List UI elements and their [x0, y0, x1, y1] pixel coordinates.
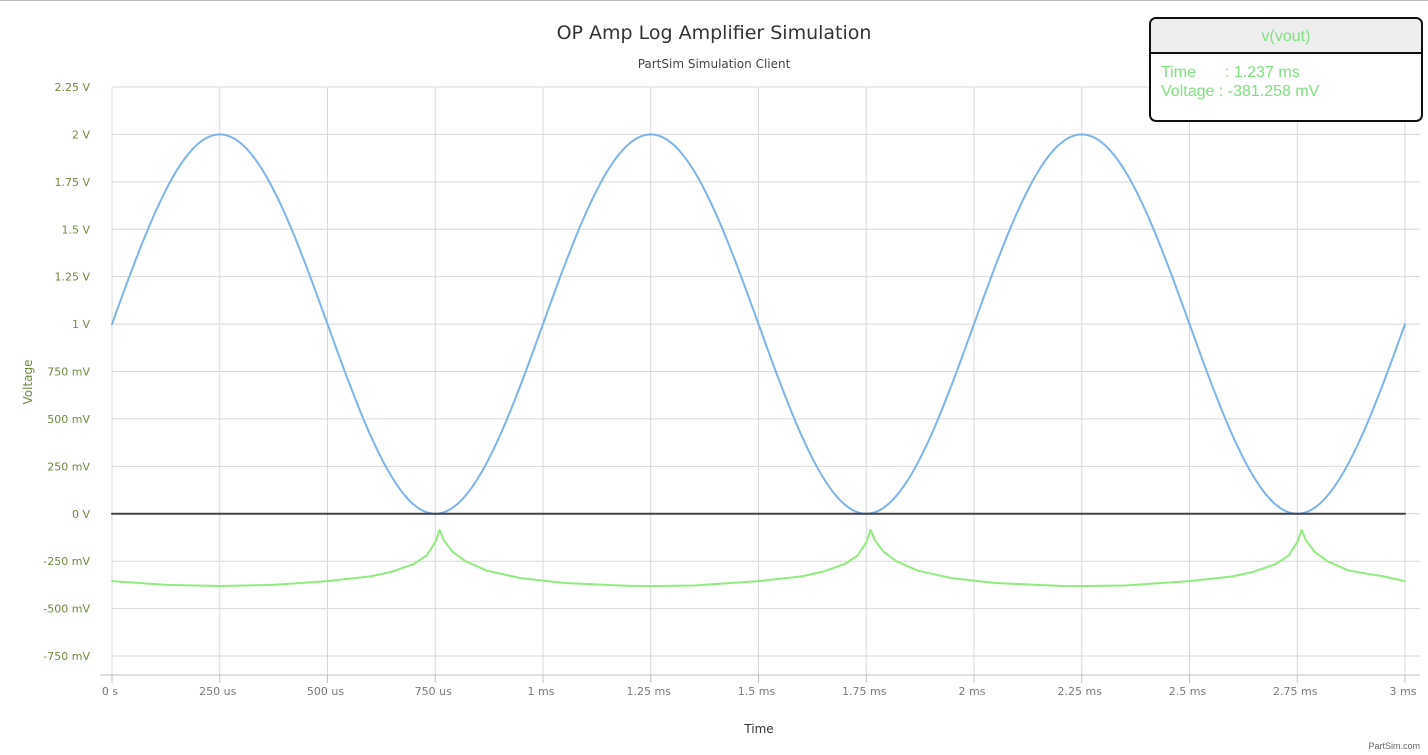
y-tick-label: -500 mV	[43, 603, 90, 616]
x-tick-label: 500 us	[307, 685, 344, 698]
tooltip-voltage-row: Voltage : -381.258 mV	[1161, 82, 1411, 101]
y-tick-label: 0 V	[72, 508, 90, 521]
x-tick-label: 2.25 ms	[1058, 685, 1103, 698]
y-tick-label: 500 mV	[47, 413, 90, 426]
y-tick-label: 750 mV	[47, 366, 90, 379]
grid-lines	[100, 86, 1420, 683]
x-tick-label: 3 ms	[1390, 685, 1417, 698]
tooltip-body: Time : 1.237 ms Voltage : -381.258 mV	[1151, 54, 1421, 110]
series-line-3	[111, 528, 1406, 587]
x-tick-label: 750 us	[415, 685, 452, 698]
credit-link[interactable]: PartSim.com	[1368, 741, 1420, 751]
y-tick-label: 2.25 V	[54, 81, 90, 94]
x-tick-label: 2 ms	[959, 685, 986, 698]
tooltip-voltage-value: : -381.258 mV	[1218, 83, 1320, 100]
x-tick-label: 1.25 ms	[627, 685, 672, 698]
y-axis-label: Voltage	[21, 359, 35, 404]
y-tick-label: 1.25 V	[54, 271, 90, 284]
x-tick-label: 250 us	[199, 685, 236, 698]
y-tick-label: -750 mV	[43, 650, 90, 663]
chart-title: OP Amp Log Amplifier Simulation	[556, 22, 872, 44]
y-tick-label: 250 mV	[47, 460, 90, 473]
x-tick-label: 1.75 ms	[842, 685, 887, 698]
series-line-1	[111, 133, 1406, 515]
x-tick-label: 2.75 ms	[1273, 685, 1318, 698]
x-tick-label: 1 ms	[528, 685, 555, 698]
tooltip-time-value: : 1.237 ms	[1225, 64, 1300, 81]
top-border	[0, 0, 1428, 1]
tooltip-time-row: Time : 1.237 ms	[1161, 63, 1411, 82]
tooltip-title: v(vout)	[1151, 19, 1421, 54]
x-tick-label: 0 s	[102, 685, 118, 698]
series-lines	[111, 133, 1406, 587]
y-tick-label: 2 V	[72, 128, 90, 141]
chart-subtitle: PartSim Simulation Client	[637, 57, 791, 71]
x-tick-label: 1.5 ms	[738, 685, 776, 698]
tooltip-voltage-label: Voltage	[1161, 83, 1215, 100]
axis-ticks: 2.25 V 2 V 1.75 V 1.5 V 1.25 V 1 V 750 mV 500 m…	[43, 81, 1416, 698]
y-tick-label: 1 V	[72, 318, 90, 331]
x-axis-label: Time	[743, 722, 773, 736]
y-tick-label: 1.75 V	[54, 176, 90, 189]
y-tick-label: 1.5 V	[61, 223, 90, 236]
tooltip-panel: v(vout) Time : 1.237 ms Voltage : -381.25…	[1149, 17, 1423, 122]
y-tick-label: -250 mV	[43, 555, 90, 568]
x-tick-label: 2.5 ms	[1169, 685, 1207, 698]
tooltip-time-label: Time	[1161, 64, 1196, 81]
